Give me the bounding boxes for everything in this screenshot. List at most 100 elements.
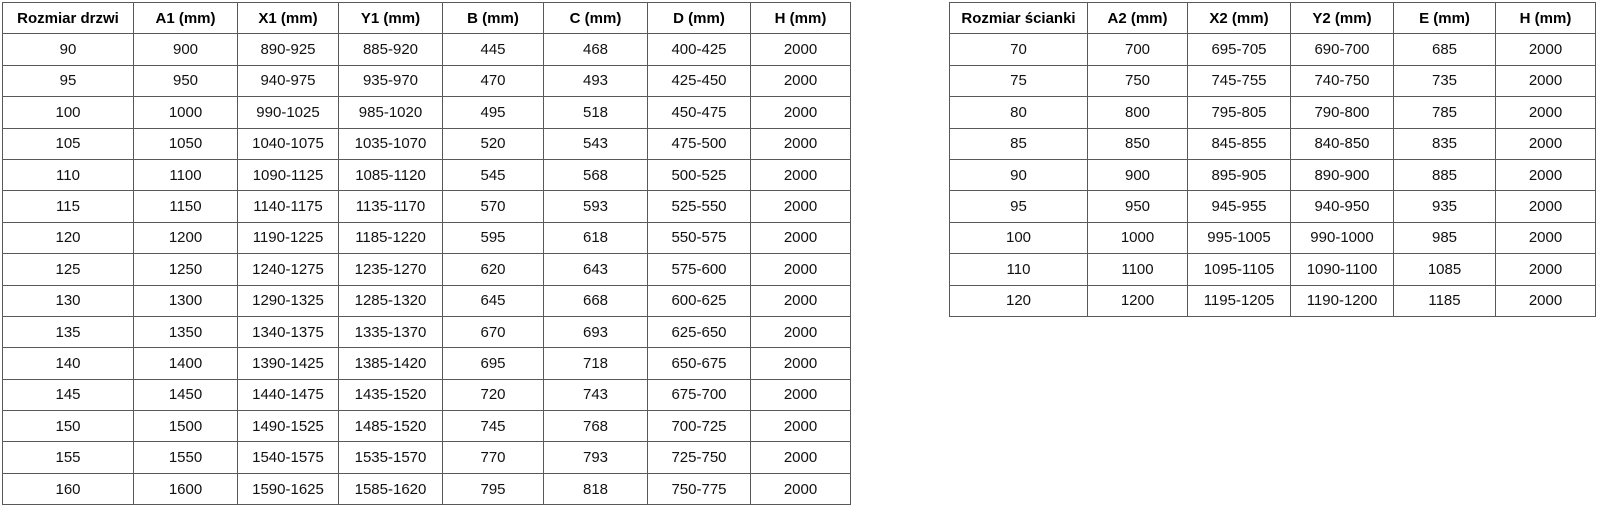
table-cell: 140	[2, 347, 134, 380]
column-header: H (mm)	[1495, 1, 1596, 35]
table-cell: 2000	[1495, 33, 1596, 66]
table-cell: 95	[949, 190, 1088, 223]
table-cell: 750	[1087, 64, 1188, 98]
table-cell: 2000	[1495, 96, 1596, 129]
table-cell: 1100	[1087, 253, 1188, 286]
table-cell: 935	[1393, 190, 1496, 223]
table-cell: 2000	[750, 378, 851, 412]
table-cell: 1540-1575	[237, 441, 339, 474]
table-row: 75 750 745-755 740-750 735 2000	[949, 64, 1596, 98]
table-cell: 718	[543, 347, 648, 380]
table-cell: 80	[949, 96, 1088, 129]
table-cell: 725-750	[647, 441, 751, 474]
table-cell: 1250	[133, 253, 238, 286]
table-row: 120 1200 1195-1205 1190-1200 1185 2000	[949, 284, 1596, 317]
table-cell: 1585-1620	[338, 472, 443, 506]
door-table-body: 90 900 890-925 885-920 445 468 400-425 2000 95 95…	[2, 33, 851, 506]
table-cell: 1200	[133, 221, 238, 255]
table-cell: 1100	[133, 158, 238, 192]
table-cell: 885	[1393, 158, 1496, 192]
table-cell: 2000	[750, 472, 851, 506]
table-cell: 625-650	[647, 315, 751, 349]
table-cell: 1185-1220	[338, 221, 443, 255]
table-cell: 2000	[1495, 253, 1596, 286]
table-cell: 940-975	[237, 64, 339, 98]
table-cell: 1500	[133, 410, 238, 443]
table-cell: 110	[2, 158, 134, 192]
table-cell: 1390-1425	[237, 347, 339, 380]
table-cell: 145	[2, 378, 134, 412]
table-cell: 735	[1393, 64, 1496, 98]
table-cell: 945-955	[1187, 190, 1291, 223]
table-cell: 400-425	[647, 33, 751, 66]
table-cell: 1095-1105	[1187, 253, 1291, 286]
table-cell: 693	[543, 315, 648, 349]
table-cell: 1000	[1087, 221, 1188, 255]
table-cell: 890-900	[1290, 158, 1394, 192]
table-cell: 690-700	[1290, 33, 1394, 66]
table-cell: 120	[949, 284, 1088, 317]
table-cell: 935-970	[338, 64, 443, 98]
table-cell: 110	[949, 253, 1088, 286]
column-header: C (mm)	[543, 1, 648, 35]
table-cell: 985	[1393, 221, 1496, 255]
column-header: Y1 (mm)	[338, 1, 443, 35]
table-cell: 1400	[133, 347, 238, 380]
table-cell: 695-705	[1187, 33, 1291, 66]
table-cell: 750-775	[647, 472, 751, 506]
table-cell: 475-500	[647, 127, 751, 160]
table-row: 160 1600 1590-1625 1585-1620 795 818 750-775 20…	[2, 472, 851, 506]
table-cell: 568	[543, 158, 648, 192]
column-header: A2 (mm)	[1087, 1, 1188, 35]
table-cell: 985-1020	[338, 96, 443, 129]
table-cell: 885-920	[338, 33, 443, 66]
table-cell: 685	[1393, 33, 1496, 66]
table-cell: 1190-1200	[1290, 284, 1394, 317]
column-header: D (mm)	[647, 1, 751, 35]
table-cell: 155	[2, 441, 134, 474]
table-cell: 2000	[750, 190, 851, 223]
table-cell: 1085-1120	[338, 158, 443, 192]
table-cell: 2000	[1495, 190, 1596, 223]
table-cell: 990-1000	[1290, 221, 1394, 255]
table-row: 145 1450 1440-1475 1435-1520 720 743 675-700 20…	[2, 378, 851, 412]
table-cell: 135	[2, 315, 134, 349]
table-row: 115 1150 1140-1175 1135-1170 570 593 525-550 20…	[2, 190, 851, 223]
table-cell: 850	[1087, 127, 1188, 160]
table-row: 140 1400 1390-1425 1385-1420 695 718 650-675 20…	[2, 347, 851, 380]
table-cell: 545	[442, 158, 544, 192]
table-cell: 2000	[750, 315, 851, 349]
table-cell: 1440-1475	[237, 378, 339, 412]
table-row: 125 1250 1240-1275 1235-1270 620 643 575-600 20…	[2, 253, 851, 286]
table-cell: 1290-1325	[237, 284, 339, 317]
table-row: 90 900 890-925 885-920 445 468 400-425 2000	[2, 33, 851, 66]
table-cell: 818	[543, 472, 648, 506]
table-cell: 1285-1320	[338, 284, 443, 317]
table-cell: 1385-1420	[338, 347, 443, 380]
table-cell: 1050	[133, 127, 238, 160]
column-header: Y2 (mm)	[1290, 1, 1394, 35]
table-cell: 1090-1100	[1290, 253, 1394, 286]
table-row: 95 950 945-955 940-950 935 2000	[949, 190, 1596, 223]
table-cell: 2000	[750, 96, 851, 129]
table-cell: 2000	[1495, 158, 1596, 192]
table-row: 120 1200 1190-1225 1185-1220 595 618 550-575 20…	[2, 221, 851, 255]
table-cell: 700-725	[647, 410, 751, 443]
table-cell: 1435-1520	[338, 378, 443, 412]
table-row: 110 1100 1090-1125 1085-1120 545 568 500-525 20…	[2, 158, 851, 192]
table-cell: 2000	[1495, 284, 1596, 317]
table-cell: 900	[133, 33, 238, 66]
table-cell: 1600	[133, 472, 238, 506]
table-row: 95 950 940-975 935-970 470 493 425-450 2000	[2, 64, 851, 98]
table-cell: 1185	[1393, 284, 1496, 317]
table-cell: 785	[1393, 96, 1496, 129]
table-cell: 1200	[1087, 284, 1188, 317]
table-cell: 125	[2, 253, 134, 286]
column-header: E (mm)	[1393, 1, 1496, 35]
table-cell: 675-700	[647, 378, 751, 412]
table-cell: 840-850	[1290, 127, 1394, 160]
table-cell: 1240-1275	[237, 253, 339, 286]
table-cell: 643	[543, 253, 648, 286]
table-cell: 1085	[1393, 253, 1496, 286]
